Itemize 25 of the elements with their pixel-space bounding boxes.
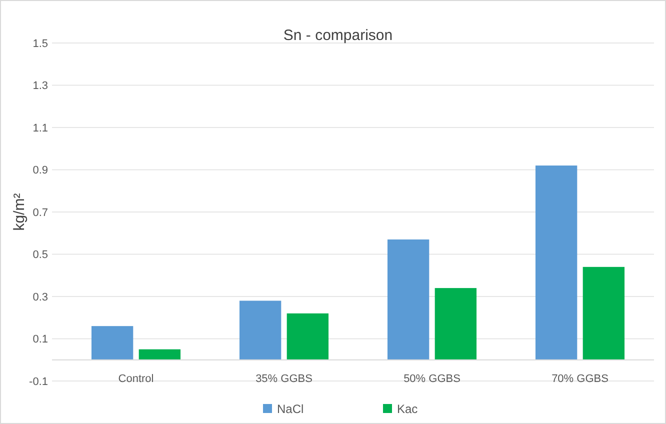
y-tick-label: -0.1 (29, 376, 48, 388)
bar (91, 326, 134, 360)
y-tick-label: 0.5 (32, 249, 48, 262)
bar (387, 239, 430, 360)
x-tick-label: 50% GGBS (404, 373, 460, 385)
x-tick-label: Control (118, 373, 154, 385)
y-axis-title: kg/m² (11, 193, 28, 231)
y-tick-label: 0.3 (32, 291, 48, 304)
x-tick-label: 70% GGBS (552, 373, 608, 385)
bar (582, 266, 625, 360)
legend-label: Kac (397, 402, 418, 416)
x-tick-label: 35% GGBS (256, 373, 312, 385)
y-tick-label: 0.1 (32, 334, 48, 346)
bar (239, 300, 282, 360)
legend-label: NaCl (277, 402, 304, 416)
y-tick-label: 0.7 (32, 206, 48, 219)
y-tick-label: 1.3 (32, 80, 48, 92)
chart-title: Sn - comparison (283, 27, 393, 44)
y-tick-label: 1.5 (32, 38, 48, 50)
bar (535, 166, 578, 360)
y-tick-label: 1.1 (32, 122, 48, 134)
y-tick-label: 0.9 (32, 164, 48, 177)
bar (138, 349, 181, 360)
bar (286, 313, 329, 360)
bar (434, 288, 477, 360)
